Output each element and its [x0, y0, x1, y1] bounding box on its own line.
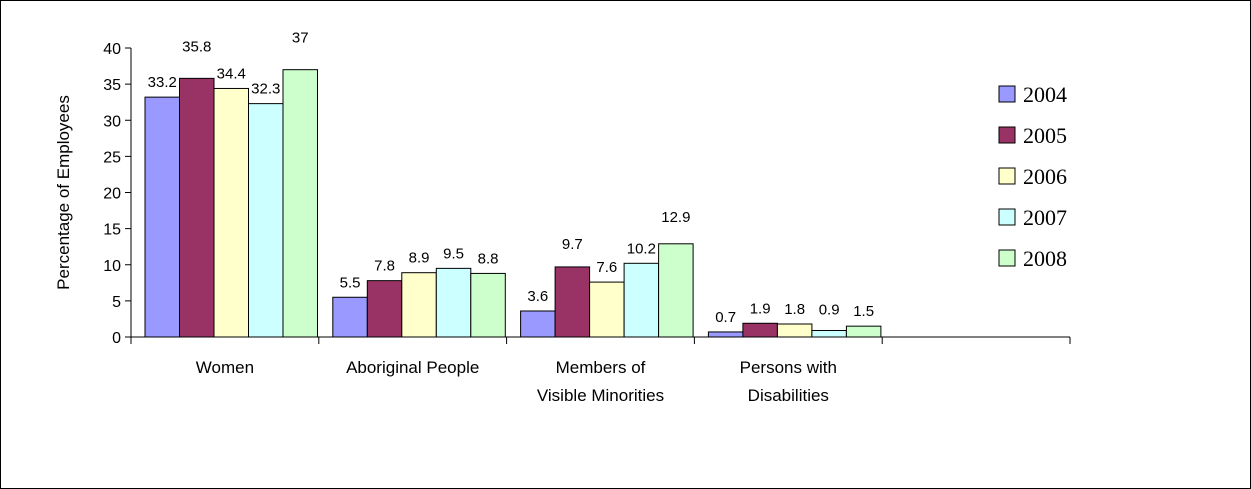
bar-2005	[742, 322, 778, 338]
category-label: Aboriginal People	[346, 358, 479, 377]
bar-2008	[845, 325, 882, 338]
data-label: 10.2	[627, 240, 656, 257]
category-label: Persons with	[740, 358, 837, 377]
legend-swatch-2007	[998, 208, 1016, 226]
legend: 2004 2005 2006 2007 2008	[998, 82, 1067, 271]
bar-2006	[213, 87, 249, 338]
data-label: 34.4	[217, 65, 246, 82]
legend-swatch-2008	[998, 249, 1016, 267]
bar-2008	[470, 272, 506, 338]
legend-label-2005: 2005	[1023, 123, 1067, 148]
legend-label-2008: 2008	[1023, 246, 1067, 271]
axes: 0 5 10 15 20 25 30 35 40 Percentage of Employees W…	[54, 41, 1071, 405]
bar-2006	[776, 323, 813, 338]
data-label: 0.9	[819, 301, 840, 318]
data-label: 9.5	[443, 245, 464, 262]
legend-label-2007: 2007	[1023, 205, 1067, 230]
legend-swatch-2004	[998, 85, 1016, 103]
legend-label-2006: 2006	[1023, 164, 1067, 189]
data-label: 8.8	[478, 250, 499, 267]
bars	[144, 69, 882, 338]
data-label: 5.5	[340, 274, 361, 291]
bar-2005	[179, 77, 215, 338]
bar-2006	[401, 272, 437, 338]
bar-2005	[554, 266, 591, 338]
data-label: 1.9	[750, 300, 771, 317]
bar-2007	[811, 329, 847, 338]
category-label: Women	[196, 358, 254, 377]
data-label: 0.7	[715, 309, 736, 326]
y-tick-label: 25	[103, 149, 121, 166]
bar-2004	[520, 310, 556, 338]
data-label: 37	[292, 30, 309, 47]
data-label: 3.6	[527, 288, 548, 305]
y-tick-label: 20	[103, 186, 121, 203]
category-label: Disabilities	[748, 386, 829, 405]
bar-2008	[658, 243, 694, 338]
category-label: Visible Minorities	[537, 386, 664, 405]
bar-2004	[144, 96, 180, 338]
data-label: 12.9	[661, 209, 690, 226]
data-label: 32.3	[251, 81, 280, 98]
bar-2007	[623, 262, 660, 338]
data-labels: 33.2 5.5 3.6 0.7 35.8 7.8 9.7 1.9 34.4 8.9 7.6 1.8 3…	[148, 30, 874, 326]
y-tick-label: 5	[112, 294, 121, 311]
data-label: 1.8	[784, 301, 805, 318]
y-tick-label: 15	[103, 222, 121, 239]
data-label: 7.6	[596, 259, 617, 276]
legend-label-2004: 2004	[1023, 82, 1067, 107]
data-label: 8.9	[409, 250, 430, 267]
y-tick-label: 35	[103, 77, 121, 94]
legend-swatch-2005	[998, 126, 1016, 144]
legend-swatch-2006	[998, 167, 1016, 185]
bar-2004	[332, 296, 368, 338]
data-label: 9.7	[562, 236, 583, 253]
data-label: 33.2	[148, 74, 177, 91]
y-tick-label: 30	[103, 113, 121, 130]
category-label: Members of	[556, 358, 646, 377]
bar-2007	[248, 103, 284, 338]
bar-2007	[435, 267, 472, 338]
bar-2004	[707, 331, 744, 338]
bar-2005	[366, 280, 403, 338]
y-tick-label: 40	[103, 41, 121, 58]
data-label: 7.8	[374, 258, 395, 275]
data-label: 35.8	[182, 38, 211, 55]
bar-2008	[282, 69, 318, 338]
bar-2006	[589, 281, 625, 338]
y-tick-label: 10	[103, 258, 121, 275]
y-tick-label: 0	[112, 330, 121, 347]
y-axis-title: Percentage of Employees	[54, 95, 73, 290]
data-label: 1.5	[853, 303, 874, 320]
